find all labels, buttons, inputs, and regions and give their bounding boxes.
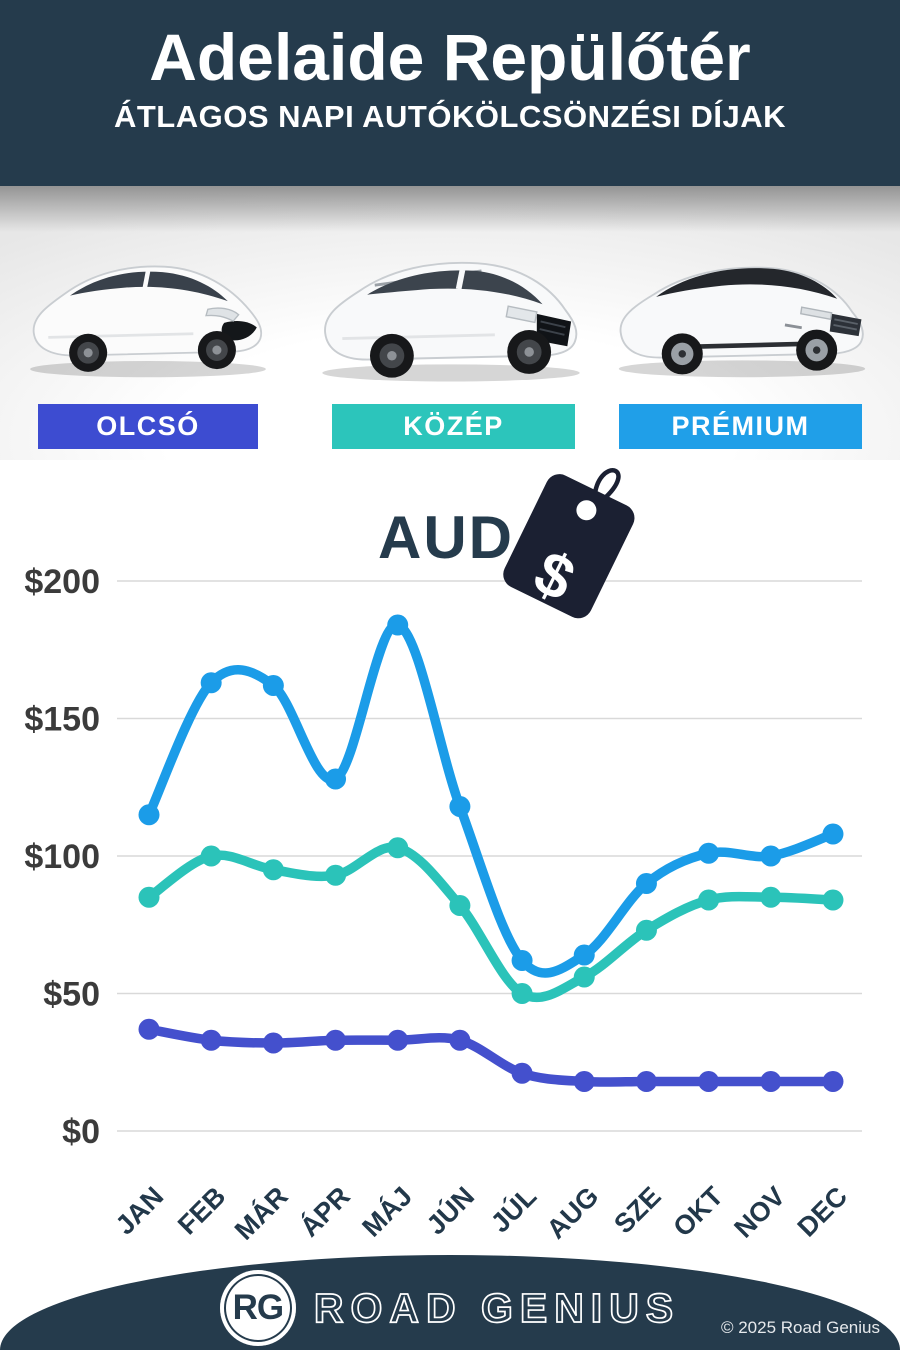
brand-name: ROAD GENIUS <box>313 1284 681 1332</box>
svg-text:JÚL: JÚL <box>484 1180 542 1238</box>
page-title: Adelaide Repülőtér <box>149 20 751 94</box>
svg-text:MÁR: MÁR <box>228 1180 293 1240</box>
class-badge-premium-label: PRÉMIUM <box>671 411 810 441</box>
currency-label: AUD <box>378 504 514 571</box>
page-subtitle: ÁTLAGOS NAPI AUTÓKÖLCSÖNZÉSI DÍJAK <box>113 99 787 135</box>
header: Adelaide Repülőtér ÁTLAGOS NAPI AUTÓKÖLC… <box>0 0 900 186</box>
copyright-text: © 2025 Road Genius <box>720 1318 880 1337</box>
svg-text:MÁJ: MÁJ <box>356 1180 418 1240</box>
class-badge-premium: PRÉMIUM <box>619 404 862 449</box>
svg-text:$0: $0 <box>62 1113 100 1151</box>
svg-text:ÁPR: ÁPR <box>294 1180 356 1240</box>
class-badge-economy-label: OLCSÓ <box>96 411 200 441</box>
svg-text:$150: $150 <box>24 701 100 739</box>
economy-car-image <box>30 265 266 378</box>
svg-text:$100: $100 <box>24 838 100 876</box>
svg-text:AUG: AUG <box>541 1181 605 1240</box>
svg-text:$50: $50 <box>43 976 100 1014</box>
svg-text:OKT: OKT <box>667 1181 729 1240</box>
svg-text:JÚN: JÚN <box>420 1180 480 1240</box>
svg-text:$200: $200 <box>24 563 100 601</box>
header-shadow-gradient <box>0 186 900 232</box>
logo-initials: RG <box>232 1288 284 1327</box>
midsize-car-image <box>322 261 580 382</box>
footer-logo-row: RG ROAD GENIUS <box>0 1270 900 1346</box>
svg-text:SZE: SZE <box>608 1181 666 1239</box>
svg-text:JAN: JAN <box>110 1181 169 1240</box>
svg-text:NOV: NOV <box>728 1181 791 1240</box>
price-tag-icon: $ <box>503 468 635 619</box>
class-badge-midsize: KÖZÉP <box>332 404 575 449</box>
class-badge-economy: OLCSÓ <box>38 404 258 449</box>
premium-car-image <box>618 266 866 378</box>
class-badge-midsize-label: KÖZÉP <box>403 411 504 441</box>
road-genius-logo-icon: RG <box>219 1270 296 1346</box>
svg-text:DEC: DEC <box>792 1181 854 1240</box>
svg-text:FEB: FEB <box>172 1181 231 1240</box>
